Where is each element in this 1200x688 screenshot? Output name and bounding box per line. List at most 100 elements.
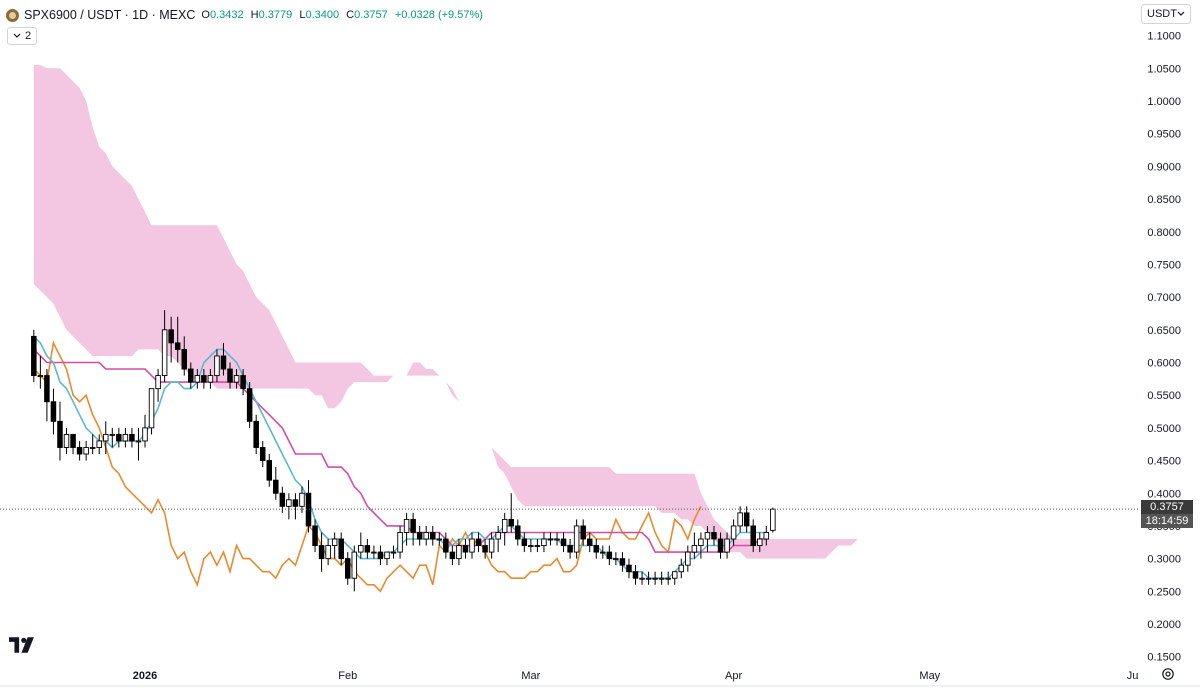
candle-body [351, 551, 358, 579]
base-line [33, 348, 767, 553]
candle-body [377, 551, 384, 560]
candle-body [83, 447, 89, 455]
price-tick-label: 0.1500 [1147, 652, 1181, 664]
candle-body [541, 538, 547, 547]
candle-body [253, 420, 259, 448]
candle-body [233, 375, 240, 383]
candle-body [181, 348, 187, 370]
symbol-name: SPX6900 / USDT [24, 8, 122, 22]
low-value: 0.3400 [305, 9, 340, 21]
high-value: 0.3779 [258, 9, 293, 21]
candle-body [613, 558, 619, 561]
candle-body [214, 355, 220, 377]
candle-body [652, 577, 658, 580]
candle-body [44, 375, 50, 403]
candle-body [547, 538, 554, 541]
candle-body [109, 433, 116, 436]
time-tick-label: Mar [521, 670, 540, 682]
price-tick-label: 0.5000 [1147, 423, 1181, 435]
ichimoku-cloud [33, 65, 957, 559]
candle-body [560, 538, 567, 547]
last-price-label: 0.3757 18:14:59 [1141, 500, 1193, 529]
candle-body [103, 433, 109, 442]
candle-body [142, 427, 148, 442]
price-tick-label: 0.4500 [1147, 456, 1181, 468]
candle-body [515, 525, 521, 540]
candle-body [410, 518, 416, 533]
candle-body [698, 538, 704, 547]
candle-body [331, 538, 338, 547]
candle-body [70, 433, 76, 448]
timeframe: 1D [132, 8, 149, 22]
candle-body [586, 538, 593, 547]
currency-selector[interactable]: USDT [1141, 4, 1191, 24]
ohlc-values: O0.3432 H0.3779 L0.3400 C0.3757 +0.0328 … [201, 9, 483, 21]
candle-body [31, 335, 37, 377]
candle-body [685, 551, 691, 566]
candle-body [593, 545, 600, 553]
candle-body [57, 420, 63, 448]
candle-body [521, 538, 528, 547]
candle-body [619, 558, 626, 566]
tradingview-logo-icon[interactable] [9, 637, 37, 653]
candle-body [344, 558, 351, 579]
candle-body [390, 551, 397, 554]
candle-body [704, 532, 711, 540]
candle-body [279, 492, 286, 507]
symbol-title[interactable]: SPX6900 / USDT · 1D · MEXC [24, 8, 196, 22]
candle-body [430, 532, 436, 540]
candle-body [292, 499, 299, 507]
candle-body [416, 532, 423, 540]
candle-body [371, 551, 377, 554]
price-tick-label: 0.9500 [1147, 129, 1181, 141]
candle-body [658, 577, 665, 580]
candle-body [495, 532, 501, 540]
time-axis[interactable]: 2026 Feb Mar Apr May Ju [133, 670, 1139, 682]
indicators-toggle-button[interactable]: 2 [7, 27, 38, 45]
bar-countdown: 18:14:59 [1141, 514, 1193, 529]
candle-body [665, 577, 671, 580]
price-tick-label: 0.6000 [1147, 358, 1181, 370]
chevron-down-icon [13, 33, 21, 38]
time-tick-label: 2026 [133, 670, 157, 682]
price-tick-label: 0.6500 [1147, 325, 1181, 337]
candle-body [403, 518, 410, 533]
chevron-down-icon [1177, 11, 1185, 16]
last-price-value: 0.3757 [1141, 500, 1193, 515]
candle-body [475, 538, 482, 547]
close-value: 0.3757 [354, 9, 388, 21]
gear-icon[interactable] [1161, 667, 1175, 681]
candle-body [161, 329, 168, 377]
candle-body [338, 538, 344, 560]
price-tick-label: 0.5500 [1147, 390, 1181, 402]
candle-body [397, 532, 403, 553]
candle-body [554, 538, 560, 541]
candle-body [671, 571, 678, 579]
candle-body [227, 368, 233, 383]
candle-body [573, 525, 580, 553]
candle-body [168, 329, 174, 344]
candle-body [423, 532, 429, 540]
time-tick-label: Apr [725, 670, 742, 682]
price-tick-label: 1.0000 [1147, 96, 1181, 108]
candle-body [266, 460, 273, 481]
candle-body [50, 401, 57, 422]
price-axis[interactable]: 1.1000 1.0500 1.0000 0.9500 0.9000 0.8500 0.80… [1147, 31, 1181, 664]
candle-body [174, 342, 181, 350]
candle-body [299, 492, 305, 507]
time-tick-label: Feb [338, 670, 357, 682]
price-tick-label: 0.8000 [1147, 227, 1181, 239]
currency-label: USDT [1147, 8, 1177, 20]
candle-body [325, 545, 331, 560]
candle-body [730, 525, 737, 540]
candle-body [240, 375, 246, 390]
candle-body [155, 375, 161, 390]
candle-body [567, 545, 573, 553]
candle-body [449, 551, 456, 560]
candle-body [286, 499, 292, 507]
candle-body [632, 571, 639, 579]
change-value: +0.0328 (+9.57%) [394, 9, 483, 21]
candle-body [207, 375, 214, 383]
time-tick-label: Ju [1127, 670, 1139, 682]
